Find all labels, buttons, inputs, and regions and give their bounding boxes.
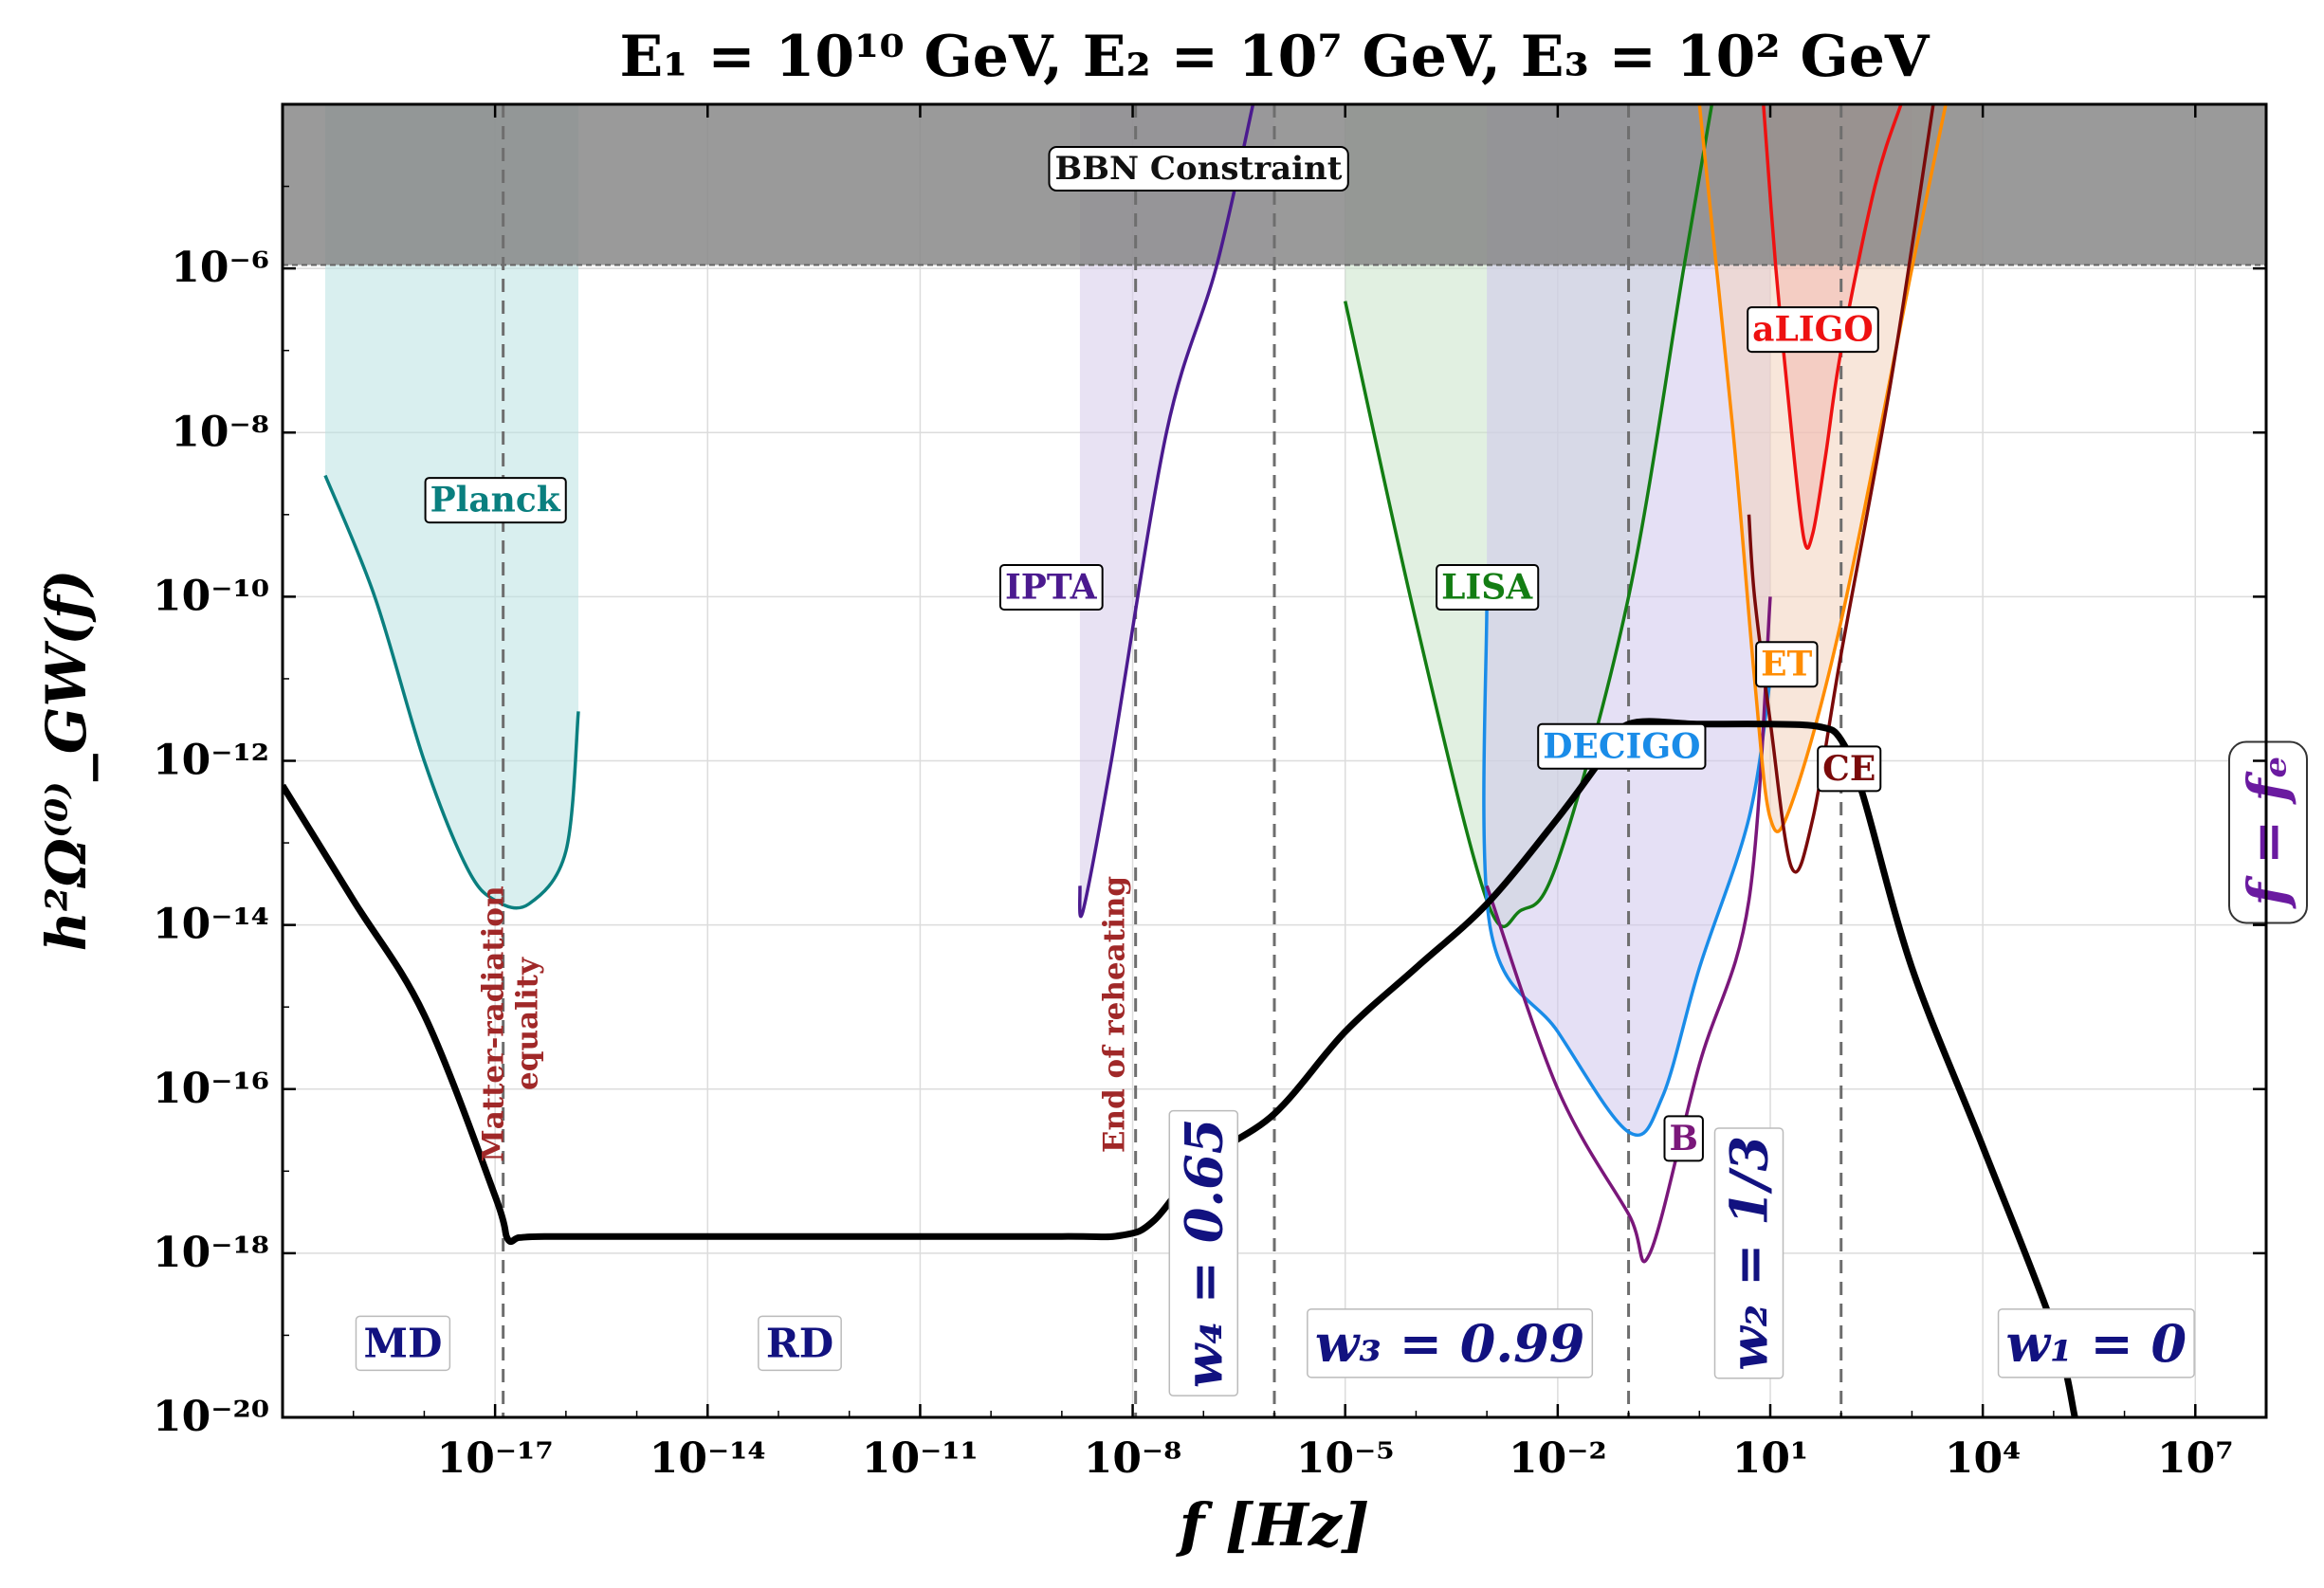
region-label-box	[1307, 1308, 1594, 1378]
aligo-label: aLIGO	[1747, 306, 1879, 354]
decigo-curve	[1482, 596, 1772, 1138]
x-axis-label: f [Hz]	[1176, 1490, 1370, 1560]
bbn-label-text: BBN Constraint	[1055, 150, 1343, 188]
x-tick-label: 10¹	[1732, 1434, 1809, 1483]
region-label: w₁ = 0	[1997, 1308, 2195, 1378]
ipta-curve	[1078, 104, 1255, 919]
decigo-label-text: DECIGO	[1543, 726, 1700, 766]
region-label-text: w₂ = 1/3	[1719, 1136, 1780, 1371]
region-label: w₃ = 0.99	[1307, 1308, 1594, 1378]
lisa-label: LISA	[1436, 564, 1540, 611]
ipta-label-text: IPTA	[1005, 568, 1098, 608]
aligo-curve	[1762, 104, 1903, 550]
x-tick-label: 10⁻⁸	[1084, 1434, 1182, 1483]
et-label: ET	[1755, 641, 1819, 688]
signal-curve	[283, 718, 2078, 1417]
ipta-label-box	[998, 564, 1104, 611]
et-label-box	[1755, 641, 1819, 688]
end-reheating-label-text: End of reheating	[1098, 876, 1132, 1153]
y-tick-label: 10⁻¹²	[153, 737, 269, 785]
lisa-curve	[1343, 104, 1714, 928]
bbo-curve	[1485, 596, 1772, 1264]
region-label-text: w₁ = 0	[2006, 1313, 2187, 1374]
x-tick-label: 10⁻⁵	[1296, 1434, 1395, 1483]
region-label: w₂ = 1/3	[1713, 1127, 1784, 1379]
y-tick-label: 10⁻¹⁰	[153, 572, 269, 620]
end-reheating-label: End of reheating	[1098, 876, 1132, 1153]
matter-radiation-label-line2: equality	[511, 957, 545, 1090]
region-label-box	[758, 1315, 842, 1372]
region-label-box	[1997, 1308, 2195, 1378]
x-tick-label: 10⁻¹⁷	[437, 1434, 554, 1483]
y-tick-label: 10⁻¹⁶	[153, 1065, 269, 1113]
region-label-text: MD	[363, 1320, 442, 1366]
chart-title: E₁ = 10¹⁰ GeV, E₂ = 10⁷ GeV, E₃ = 10² Ge…	[620, 24, 1931, 90]
region-label-text: w₃ = 0.99	[1315, 1313, 1585, 1374]
bbn-label: BBN Constraint	[1048, 146, 1349, 192]
matter-radiation-label: Matter-radiation equality	[477, 885, 545, 1161]
side-label: f = fₑ	[2228, 740, 2308, 924]
y-tick-label: 10⁻⁸	[171, 408, 269, 456]
bbn-label-box	[1048, 146, 1349, 192]
ce-label-box	[1817, 745, 1882, 793]
x-tick-label: 10⁻¹⁴	[650, 1434, 766, 1483]
planck-label-text: Planck	[430, 481, 561, 520]
ipta-label: IPTA	[998, 564, 1104, 611]
lisa-label-text: LISA	[1441, 568, 1533, 608]
aligo-label-box	[1747, 306, 1879, 354]
bbo-label-box	[1663, 1115, 1704, 1162]
region-label: MD	[355, 1315, 451, 1372]
side-label-text: f = fₑ	[2237, 756, 2299, 910]
y-tick-label: 10⁻¹⁴	[153, 901, 269, 949]
ipta-sensitivity-region	[1079, 104, 1253, 917]
planck-label-box	[424, 477, 567, 524]
lisa-label-box	[1436, 564, 1540, 611]
decigo-sensitivity-region	[1483, 104, 1770, 1136]
region-label-box	[1168, 1109, 1239, 1396]
y-axis-label: h²Ω⁽⁰⁾_GW(f)	[34, 570, 99, 952]
region-label: w₄ = 0.65	[1168, 1109, 1239, 1396]
x-tick-label: 10⁻¹¹	[862, 1434, 979, 1483]
region-label-text: w₄ = 0.65	[1173, 1119, 1234, 1389]
ce-label: CE	[1817, 745, 1882, 793]
aligo-label-text: aLIGO	[1752, 310, 1874, 350]
x-tick-label: 10⁴	[1945, 1434, 2022, 1483]
y-tick-label: 10⁻⁶	[171, 244, 269, 292]
region-label: RD	[758, 1315, 842, 1372]
side-label-box	[2228, 740, 2308, 924]
bbo-label-text: B	[1669, 1119, 1697, 1159]
region-label-box	[1713, 1127, 1784, 1379]
region-label-box	[355, 1315, 451, 1372]
ce-label-text: CE	[1822, 749, 1876, 789]
region-label-text: RD	[766, 1320, 833, 1366]
planck-label: Planck	[424, 477, 567, 524]
x-tick-label: 10⁷	[2157, 1434, 2234, 1483]
bbo-label: B	[1663, 1115, 1704, 1162]
decigo-label: DECIGO	[1537, 722, 1707, 770]
x-tick-label: 10⁻²	[1509, 1434, 1607, 1483]
et-label-text: ET	[1761, 645, 1812, 684]
y-tick-label: 10⁻¹⁸	[153, 1229, 269, 1277]
y-tick-label: 10⁻²⁰	[153, 1393, 269, 1441]
decigo-label-box	[1537, 722, 1707, 770]
planck-curve	[323, 474, 580, 910]
matter-radiation-label-line1: Matter-radiation	[477, 885, 511, 1161]
